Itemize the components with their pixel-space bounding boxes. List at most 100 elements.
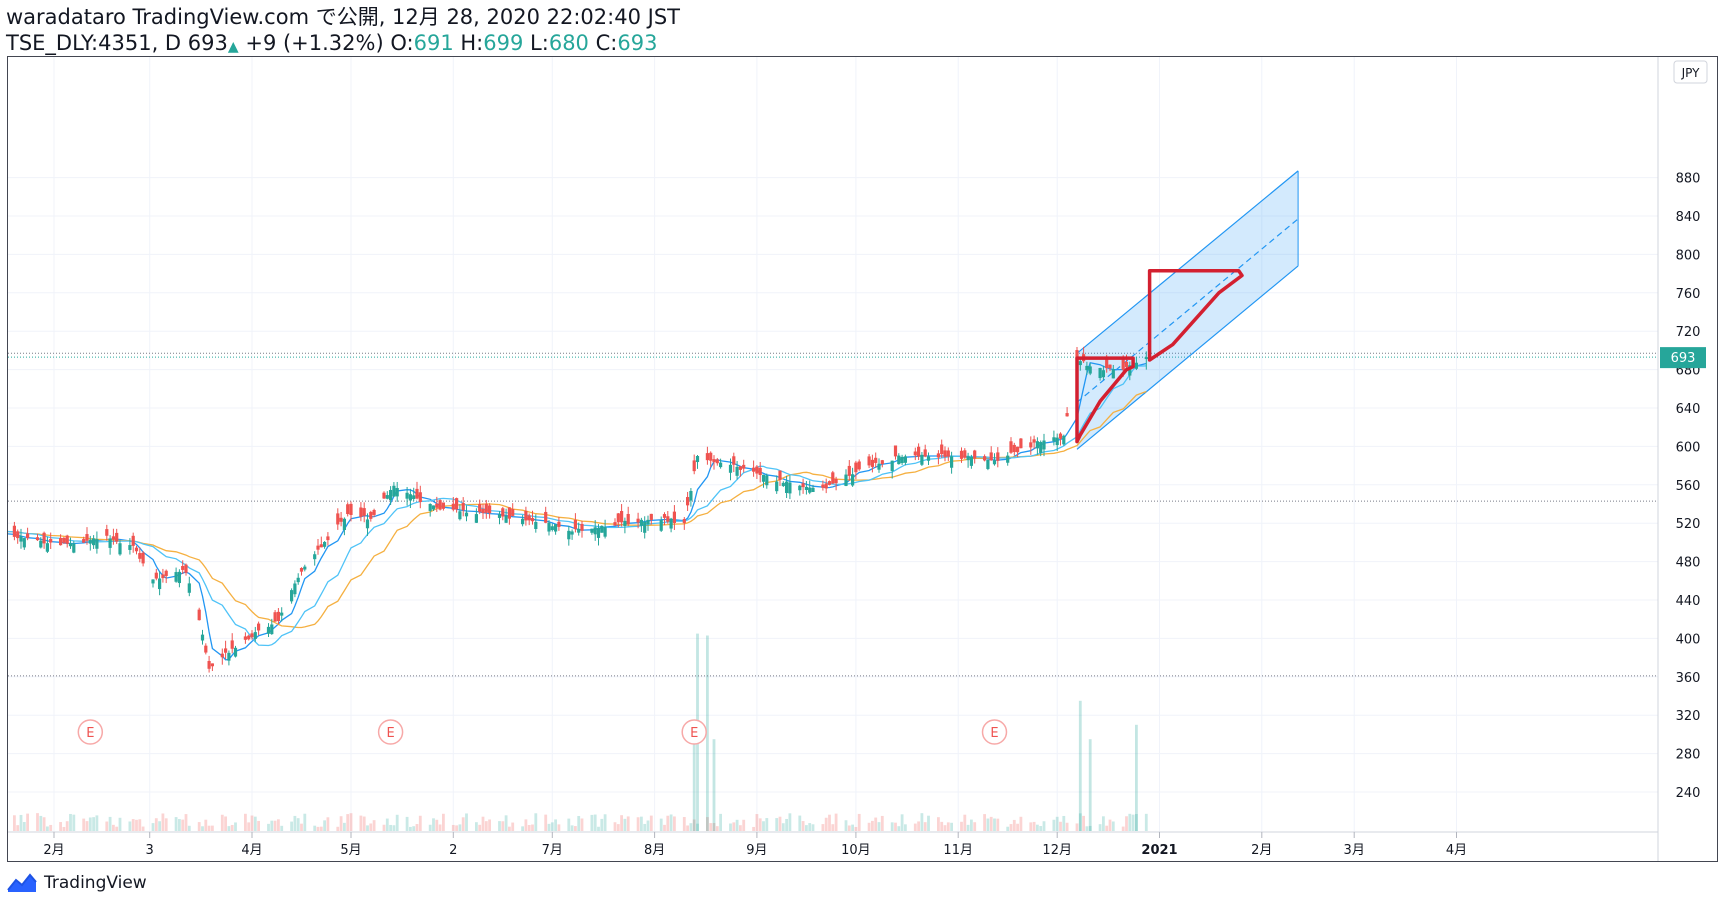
candle-body [227, 652, 231, 661]
volume-bar [481, 816, 485, 831]
currency-badge[interactable]: JPY [1673, 60, 1708, 84]
volume-bar [626, 816, 630, 831]
candle-body [893, 445, 898, 457]
footer: TradingView [6, 872, 147, 894]
volume-bar [267, 823, 270, 831]
volume-bar [392, 825, 396, 831]
open-label: O: [390, 31, 414, 55]
volume-bar [211, 825, 214, 831]
time-tick-label: 10月 [841, 843, 871, 858]
candle-body [596, 528, 601, 538]
volume-bar [181, 819, 185, 831]
candle-body [412, 495, 416, 500]
candle-body [1065, 413, 1069, 417]
candle-body [431, 505, 436, 510]
volume-bar [164, 818, 168, 831]
volume-bar [732, 822, 736, 831]
volume-bar [39, 815, 43, 831]
regression-channel[interactable] [1076, 170, 1299, 450]
volume-bar [682, 817, 686, 831]
candle-body [441, 502, 445, 509]
price-axis[interactable]: 2402803203604004404805205606006406807207… [1676, 172, 1701, 801]
candle-body [346, 504, 350, 515]
last-price-badge: 693 [1660, 347, 1706, 369]
candle-body [867, 456, 871, 466]
candle-body [59, 538, 63, 546]
volume-bar [85, 821, 89, 831]
candle-body [395, 488, 399, 497]
earnings-marker-label: E [86, 726, 94, 741]
earnings-marker [681, 719, 707, 745]
volume-bar [937, 817, 940, 831]
candle-body [276, 611, 280, 622]
candle-body [511, 508, 515, 516]
candle-body [742, 464, 746, 469]
volume-bar [184, 814, 188, 831]
candle-body [62, 537, 66, 543]
volume-bar [643, 823, 647, 831]
volume-bar [13, 815, 16, 831]
candle-body [689, 490, 693, 501]
candle-body [405, 492, 409, 499]
volume-bar [151, 823, 155, 831]
candle-body [451, 503, 455, 510]
volume-bar [649, 815, 653, 831]
volume-bar [359, 815, 363, 831]
volume-bar [395, 814, 399, 831]
volume-bar [227, 826, 231, 831]
time-tick-label: 3 [146, 843, 154, 858]
candle-body [418, 492, 422, 503]
candle-body [207, 660, 211, 669]
volume-bar [663, 824, 666, 831]
candle-body [600, 525, 604, 533]
candle-body [804, 486, 808, 490]
volume-bar [207, 825, 211, 831]
volume-bar [636, 817, 640, 831]
volume-bar [567, 818, 571, 831]
candle-body [115, 532, 119, 542]
candle-body [636, 518, 640, 523]
volume-bar [277, 819, 280, 831]
channel-lower-line [1076, 265, 1299, 450]
candle-body [936, 453, 940, 458]
candle-body [270, 624, 274, 635]
volume-bar [554, 819, 557, 831]
candle-body [950, 456, 954, 468]
volume-bar [488, 819, 491, 831]
candle-body [692, 460, 696, 472]
candle-body [88, 539, 92, 544]
volume-bar [1059, 821, 1062, 831]
volume-bar [16, 825, 20, 831]
price-tick-label: 800 [1676, 248, 1701, 263]
volume-bar [547, 823, 551, 831]
volume-bar [26, 813, 29, 831]
candle-body [963, 450, 967, 458]
volume-bar [349, 813, 353, 831]
volume-bar [890, 822, 894, 831]
footer-brand[interactable]: TradingView [44, 873, 147, 893]
candle-body [349, 503, 353, 515]
volume-bar [498, 821, 501, 831]
volume-bar [105, 821, 109, 831]
volume-bar [409, 826, 412, 831]
tradingview-logo-icon[interactable] [6, 872, 38, 894]
candle-body [623, 520, 627, 526]
volume-bar [428, 824, 432, 831]
hand-drawings[interactable] [1075, 268, 1244, 444]
candle-body [49, 538, 53, 543]
candle-body [1055, 437, 1059, 446]
candle-body [197, 609, 201, 621]
time-axis[interactable]: 2月 3 4月 5月 2 7月 8月 9月 10月 11月 12月 2021 2月 3月 4月 [43, 832, 1467, 858]
volume-bar [821, 824, 825, 831]
price-tick-label: 320 [1676, 709, 1701, 724]
volume-bar [970, 819, 973, 831]
volume-bar [689, 823, 693, 831]
volume-bar [220, 814, 224, 831]
moving-average-line [8, 365, 1147, 647]
candle-body [567, 530, 571, 540]
volume-bar [339, 816, 343, 831]
candle-body [82, 539, 86, 543]
